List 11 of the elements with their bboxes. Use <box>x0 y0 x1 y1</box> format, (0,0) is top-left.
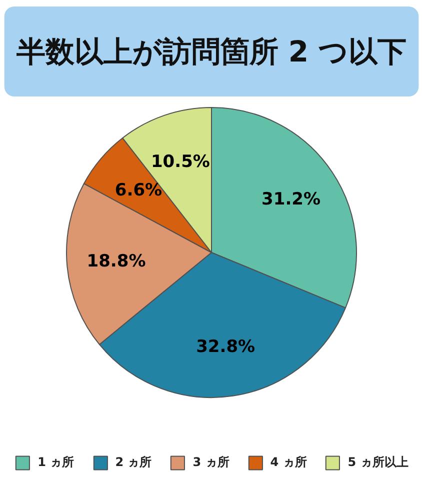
data-label: 18.8% <box>86 252 146 272</box>
legend-label: 2 ヵ所 <box>115 454 152 471</box>
chart-title: 半数以上が訪問箇所 2 つ以下 <box>15 34 407 68</box>
data-label: 6.6% <box>114 180 162 201</box>
legend-label: 3 ヵ所 <box>192 454 230 471</box>
legend-label: 5 ヵ所以上 <box>348 454 408 471</box>
legend-label: 4 ヵ所 <box>270 454 307 471</box>
data-label: 31.2% <box>262 189 321 210</box>
data-label: 32.8% <box>196 337 256 358</box>
data-label: 10.5% <box>150 152 210 172</box>
legend-label: 1 ヵ所 <box>38 454 74 471</box>
